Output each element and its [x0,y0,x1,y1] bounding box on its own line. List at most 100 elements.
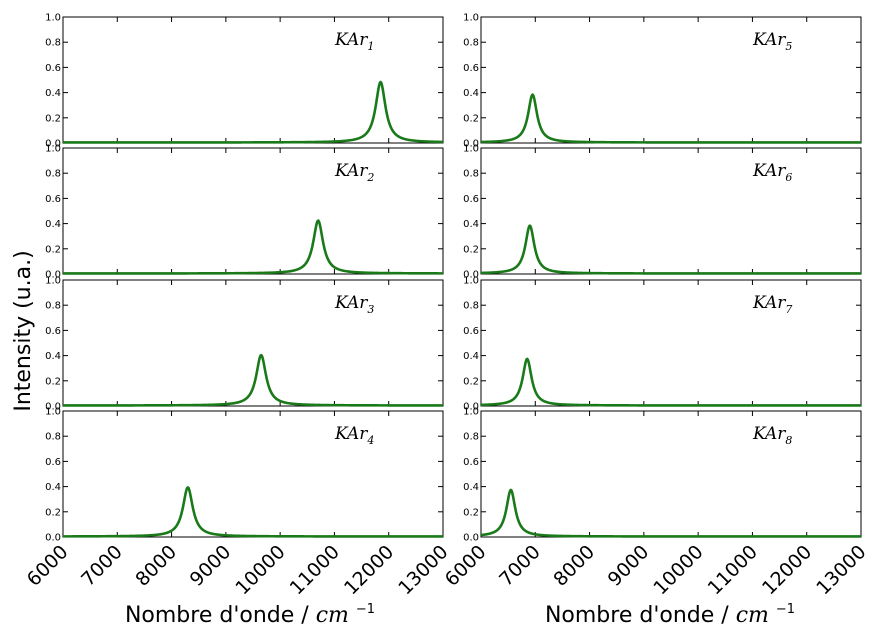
x-tick-label: 11000 [286,541,344,599]
y-tick-label: 0.0 [463,139,479,150]
x-tick-label: 11000 [704,541,762,599]
y-tick-label: 0.2 [463,113,479,124]
y-tick-label: 1.0 [463,407,479,418]
y-tick-label: 0.6 [463,63,479,74]
x-tick-label: 9000 [186,541,236,591]
panel-label: KAr4 [334,424,374,447]
panel-5: 0.0 0.2 0.4 0.6 0.8 1.0 KAr5 [463,13,862,150]
panel-2: 0.0 0.2 0.4 0.6 0.8 1.0 KAr2 [45,144,444,281]
y-tick-label: 1.0 [45,144,61,155]
panel-label-subscript: 4 [366,434,374,447]
y-tick-label: 0.2 [463,507,479,518]
x-axis-title-right-unit: cm [736,603,769,628]
x-axis-title-right: Nombre d'onde / cm −1 [545,602,795,628]
x-tick-label: 12000 [758,541,816,599]
panels: 0.00.20.40.60.81.0KAr10.00.20.40.60.81.0… [45,13,862,544]
x-axis-title-left-exp: −1 [356,602,375,617]
y-tick-label: 1.0 [463,13,479,24]
y-tick-label: 0.6 [463,457,479,468]
y-tick-label: 0.0 [463,402,479,413]
panel-label-subscript: 7 [785,303,792,316]
x-tick-label: 6000 [23,541,73,591]
panel-1: 0.0 0.2 0.4 0.6 0.8 1.0 KAr1 [45,13,444,150]
y-tick-label: 0.4 [45,482,61,493]
panel-8: 0.0 0.2 0.4 0.6 0.8 1.0 KAr8 [463,407,862,544]
panel-label-text: KAr [334,161,368,181]
y-tick-label: 0.4 [463,219,479,230]
panel-label-text: KAr [752,161,786,181]
series-line [480,488,862,538]
y-tick-label: 0.6 [45,326,61,337]
panel-6: 0.0 0.2 0.4 0.6 0.8 1.0 KAr6 [463,144,862,281]
panel-label: KAr1 [334,30,374,53]
x-axis-title-left: Nombre d'onde / cm −1 [125,602,375,628]
x-axis-title-right-exp: −1 [776,602,795,617]
y-tick-label: 0.2 [45,244,61,255]
y-tick-label: 0.0 [45,533,61,544]
panel-7: 0.0 0.2 0.4 0.6 0.8 1.0 KAr7 [463,276,862,413]
series-line [480,357,862,407]
y-tick-label: 0.8 [45,38,61,49]
y-tick-label: 0.2 [45,376,61,387]
series-line [62,486,444,538]
y-tick-label: 0.8 [463,301,479,312]
x-axis-title-left-unit: cm [316,603,349,628]
y-tick-label: 0.4 [45,351,61,362]
y-tick-label: 0.6 [463,194,479,205]
panel-label-text: KAr [752,424,786,444]
y-tick-label: 0.8 [463,169,479,180]
panel-label-subscript: 5 [785,40,792,53]
y-axis-title: Intensity (u.a.) [11,250,36,411]
y-tick-label: 0.8 [463,38,479,49]
x-tick-label: 6000 [441,541,491,591]
panel-label-subscript: 1 [367,40,374,53]
y-tick-label: 0.2 [45,113,61,124]
y-tick-label: 0.6 [463,326,479,337]
x-tick-label: 10000 [649,541,707,599]
x-tick-label: 13000 [812,541,870,599]
y-tick-label: 1.0 [45,407,61,418]
y-tick-label: 0.2 [463,376,479,387]
panel-frame [62,410,444,538]
y-tick-label: 1.0 [45,276,61,287]
y-tick-label: 0.6 [45,194,61,205]
y-tick-label: 0.4 [463,482,479,493]
x-axis-title-right-text: Nombre d'onde / [545,603,729,628]
panel-frame [480,16,862,144]
panel-label-subscript: 3 [367,303,374,316]
series-line [62,353,444,407]
y-tick-label: 0.6 [45,63,61,74]
x-tick-label: 13000 [394,541,452,599]
y-tick-label: 0.0 [45,139,61,150]
panel-3: 0.0 0.2 0.4 0.6 0.8 1.0 KAr3 [45,276,444,413]
x-tick-label: 7000 [495,541,545,591]
y-tick-label: 0.4 [463,351,479,362]
x-tick-label: 8000 [131,541,181,591]
y-tick-label: 0.0 [45,270,61,281]
x-axis-title-left-text: Nombre d'onde / [125,603,309,628]
panel-frame [62,147,444,275]
series-line [62,80,444,144]
panel-label: KAr8 [752,424,792,447]
y-tick-label: 0.0 [45,402,61,413]
panel-label-subscript: 6 [785,171,792,184]
panel-label-text: KAr [752,30,786,50]
y-tick-label: 0.8 [45,432,61,443]
panel-label: KAr3 [334,293,374,316]
y-tick-label: 0.2 [463,244,479,255]
panel-label-text: KAr [334,293,368,313]
x-tick-label: 9000 [604,541,654,591]
series-line [62,219,444,275]
x-tick-labels: 6000 7000 8000 9000100001100012000130006000… [23,541,871,599]
panel-label-subscript: 2 [366,171,374,184]
y-tick-label: 0.4 [45,219,61,230]
y-tick-label: 0.2 [45,507,61,518]
x-tick-label: 7000 [77,541,127,591]
y-tick-label: 1.0 [463,144,479,155]
panel-label: KAr5 [752,30,792,53]
series-line [480,93,862,144]
panel-label-text: KAr [334,424,368,444]
y-tick-label: 0.6 [45,457,61,468]
panel-frame [480,279,862,407]
series-line [480,224,862,275]
